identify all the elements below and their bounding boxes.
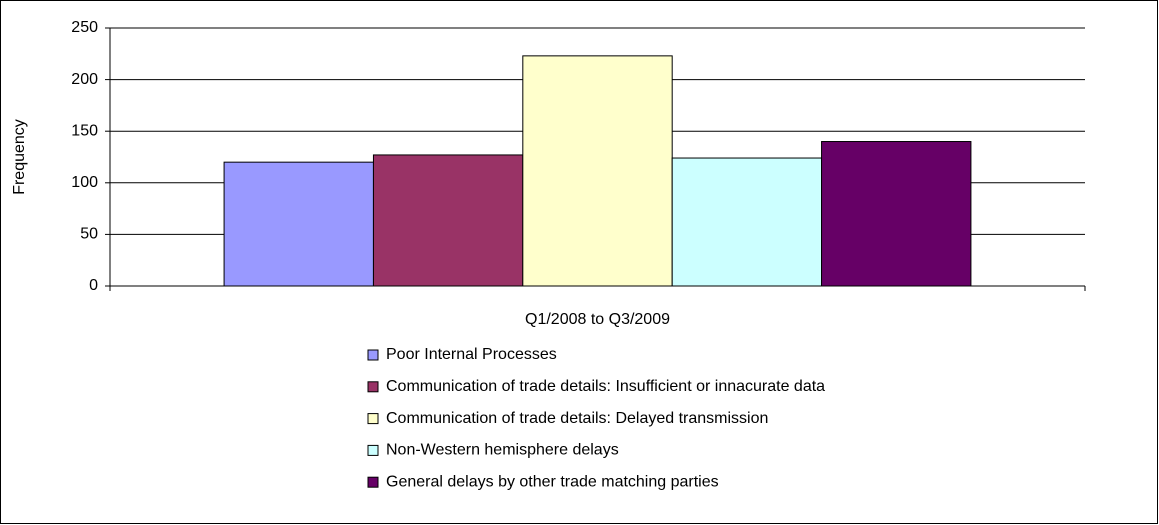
y-tick-label: 0: [89, 277, 98, 294]
legend-label: Communication of trade details: Delayed …: [386, 410, 768, 427]
y-tick-label: 100: [71, 174, 98, 191]
y-tick-label: 50: [80, 226, 98, 243]
legend-label: Communication of trade details: Insuffic…: [386, 378, 825, 395]
legend-swatch: [367, 444, 379, 456]
bar: [223, 161, 374, 287]
y-tick-label: 200: [71, 71, 98, 88]
legend-swatch: [367, 476, 379, 488]
bar: [821, 141, 972, 287]
x-tick-label: Q1/2008 to Q3/2009: [525, 311, 670, 328]
bar: [522, 55, 673, 287]
y-axis-label: Frequency: [11, 119, 28, 195]
legend-swatch: [367, 349, 379, 361]
bar: [671, 157, 823, 287]
bar: [372, 154, 524, 287]
y-tick-label: 250: [71, 19, 98, 36]
legend-label: Non-Western hemisphere delays: [386, 442, 619, 459]
legend-label: Poor Internal Processes: [386, 346, 557, 363]
y-tick-label: 150: [71, 122, 98, 139]
legend-label: General delays by other trade matching p…: [386, 473, 719, 490]
legend-swatch: [367, 413, 379, 425]
legend-swatch: [367, 381, 379, 393]
